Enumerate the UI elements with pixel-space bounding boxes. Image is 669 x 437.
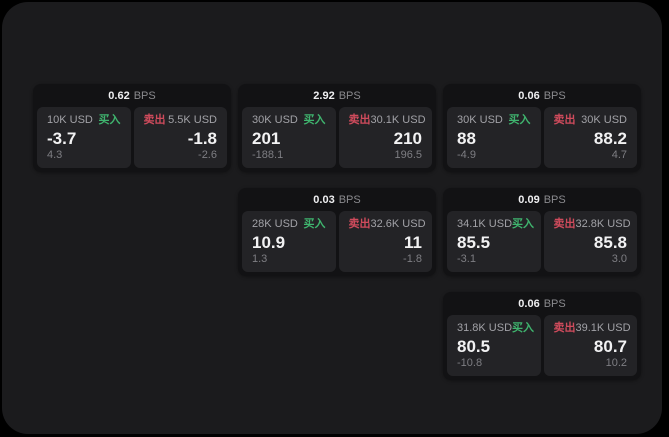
sell-amount: 30.1K USD: [370, 114, 426, 126]
sell-sub-value: 4.7: [611, 149, 627, 161]
buy-quote-tile[interactable]: 34.1K USD 买入 85.5 -3.1: [447, 211, 541, 272]
sell-label: 卖出: [348, 114, 371, 126]
spread-value: 2.92: [313, 89, 335, 102]
buy-sub-value: -10.8: [457, 357, 483, 369]
sell-sub-value: 196.5: [394, 149, 422, 161]
sell-amount: 32.8K USD: [575, 218, 631, 230]
sell-quote-tile[interactable]: 卖出 39.1K USD 80.7 10.2: [543, 315, 637, 376]
sell-quote-tile[interactable]: 卖出 30K USD 88.2 4.7: [543, 107, 637, 168]
sell-sub-value: 10.2: [605, 357, 627, 369]
spread-header: 0.06 BPS: [443, 84, 641, 107]
quote-card: 0.06 BPS 31.8K USD 买入 80.5 -10.8 卖出 39.1…: [443, 292, 641, 380]
quote-card: 0.03 BPS 28K USD 买入 10.9 1.3 卖出 32.6K US…: [238, 188, 436, 276]
spread-value: 0.62: [108, 89, 130, 102]
quote-card: 2.92 BPS 30K USD 买入 201 -188.1 卖出 30.1K …: [238, 84, 436, 172]
buy-sub-value: 4.3: [47, 149, 63, 161]
spread-value: 0.09: [518, 193, 540, 206]
buy-label: 买入: [508, 114, 531, 126]
sell-label: 卖出: [553, 322, 576, 334]
quotes-panel: 0.62 BPS 10K USD 买入 -3.7 4.3 卖出 5.5K USD: [2, 2, 662, 434]
spread-unit-label: BPS: [338, 89, 361, 102]
buy-label: 买入: [512, 218, 535, 230]
buy-amount: 30K USD: [457, 114, 503, 126]
spread-header: 0.09 BPS: [443, 188, 641, 211]
sell-sub-value: -1.8: [403, 253, 422, 265]
spread-unit-label: BPS: [338, 193, 361, 206]
quote-card: 0.62 BPS 10K USD 买入 -3.7 4.3 卖出 5.5K USD: [33, 84, 231, 172]
buy-label: 买入: [303, 218, 326, 230]
sell-quote-tile[interactable]: 卖出 5.5K USD -1.8 -2.6: [133, 107, 227, 168]
quote-card: 0.06 BPS 30K USD 买入 88 -4.9 卖出 30K USD: [443, 84, 641, 172]
quote-cards-grid: 0.62 BPS 10K USD 买入 -3.7 4.3 卖出 5.5K USD: [33, 84, 641, 380]
spread-header: 0.62 BPS: [33, 84, 231, 107]
buy-price: -3.7: [47, 128, 77, 148]
spread-value: 0.03: [313, 193, 335, 206]
buy-sub-value: -3.1: [457, 253, 476, 265]
spread-unit-label: BPS: [543, 89, 566, 102]
spread-header: 2.92 BPS: [238, 84, 436, 107]
buy-amount: 28K USD: [252, 218, 298, 230]
buy-price: 80.5: [457, 336, 491, 356]
spread-value: 0.06: [518, 89, 540, 102]
sell-sub-value: 3.0: [611, 253, 627, 265]
spread-unit-label: BPS: [543, 193, 566, 206]
sell-price: 80.7: [593, 336, 627, 356]
spread-unit-label: BPS: [133, 89, 156, 102]
sell-sub-value: -2.6: [198, 149, 217, 161]
buy-price: 10.9: [252, 232, 286, 252]
sell-amount: 30K USD: [581, 114, 627, 126]
buy-label: 买入: [512, 322, 535, 334]
spread-header: 0.03 BPS: [238, 188, 436, 211]
sell-price: 210: [393, 128, 422, 148]
buy-sub-value: -4.9: [457, 149, 476, 161]
spread-header: 0.06 BPS: [443, 292, 641, 315]
buy-amount: 34.1K USD: [457, 218, 513, 230]
buy-price: 88: [457, 128, 476, 148]
spread-value: 0.06: [518, 297, 540, 310]
buy-sub-value: 1.3: [252, 253, 268, 265]
sell-price: 88.2: [593, 128, 627, 148]
buy-amount: 30K USD: [252, 114, 298, 126]
sell-quote-tile[interactable]: 卖出 32.8K USD 85.8 3.0: [543, 211, 637, 272]
buy-label: 买入: [98, 114, 121, 126]
buy-quote-tile[interactable]: 28K USD 买入 10.9 1.3: [242, 211, 336, 272]
sell-label: 卖出: [553, 114, 576, 126]
sell-price: -1.8: [187, 128, 217, 148]
buy-amount: 10K USD: [47, 114, 93, 126]
sell-label: 卖出: [553, 218, 576, 230]
buy-price: 201: [252, 128, 281, 148]
buy-label: 买入: [303, 114, 326, 126]
sell-price: 85.8: [593, 232, 627, 252]
sell-amount: 39.1K USD: [575, 322, 631, 334]
sell-quote-tile[interactable]: 卖出 30.1K USD 210 196.5: [338, 107, 432, 168]
buy-quote-tile[interactable]: 30K USD 买入 201 -188.1: [242, 107, 336, 168]
sell-label: 卖出: [143, 114, 166, 126]
buy-price: 85.5: [457, 232, 491, 252]
buy-quote-tile[interactable]: 30K USD 买入 88 -4.9: [447, 107, 541, 168]
quote-card: 0.09 BPS 34.1K USD 买入 85.5 -3.1 卖出 32.8K…: [443, 188, 641, 276]
buy-quote-tile[interactable]: 31.8K USD 买入 80.5 -10.8: [447, 315, 541, 376]
sell-price: 11: [404, 232, 422, 252]
sell-amount: 32.6K USD: [370, 218, 426, 230]
buy-sub-value: -188.1: [252, 149, 284, 161]
sell-label: 卖出: [348, 218, 371, 230]
buy-amount: 31.8K USD: [457, 322, 513, 334]
sell-amount: 5.5K USD: [168, 114, 217, 126]
sell-quote-tile[interactable]: 卖出 32.6K USD 11 -1.8: [338, 211, 432, 272]
buy-quote-tile[interactable]: 10K USD 买入 -3.7 4.3: [37, 107, 131, 168]
spread-unit-label: BPS: [543, 297, 566, 310]
